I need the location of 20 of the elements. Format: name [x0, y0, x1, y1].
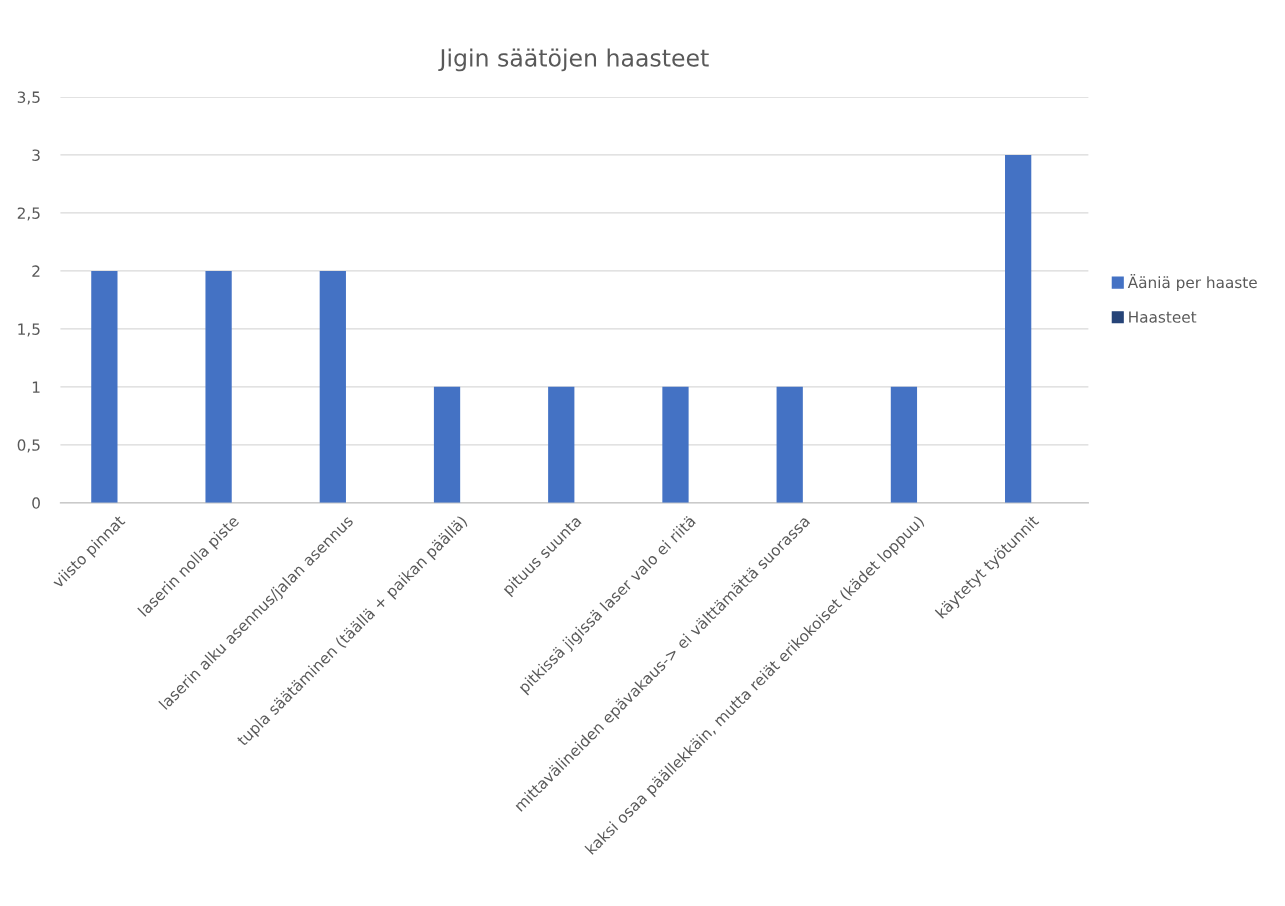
- bar: [91, 270, 118, 503]
- bar: [662, 386, 689, 503]
- bar: [890, 386, 918, 503]
- y-tick-label: 3: [32, 149, 40, 161]
- y-tick-label: 2,5: [17, 207, 40, 221]
- bar: [433, 386, 461, 503]
- legend-label: Ääniä per haaste: [1127, 274, 1257, 292]
- y-tick-label: 3,5: [17, 91, 40, 105]
- legend-label: Haasteet: [1129, 311, 1197, 323]
- bar: [319, 270, 346, 503]
- bar: [205, 270, 232, 503]
- y-tick-label: 0,5: [17, 439, 40, 453]
- y-tick-label: 0: [32, 497, 40, 509]
- y-tick-label: 1: [32, 381, 40, 393]
- y-tick-label: 2: [32, 265, 40, 277]
- chart-title: Jigin säätöjen haasteet: [438, 48, 709, 72]
- bar: [1005, 154, 1032, 503]
- bar: [548, 386, 575, 503]
- bar: [776, 386, 803, 503]
- y-tick-label: 1,5: [18, 323, 40, 337]
